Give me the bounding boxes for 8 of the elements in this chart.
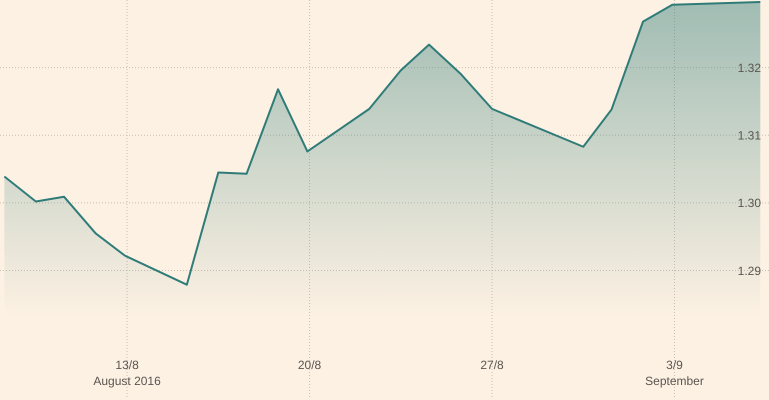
y-tick-label: 1.32 [738,60,762,75]
y-tick-label: 1.29 [738,264,762,278]
x-tick-label: 27/8 [480,358,504,372]
x-tick-label: 13/8 August 2016 [93,358,162,388]
y-tick-label: 1.31 [738,128,762,143]
y-tick-label: 1.30 [738,196,762,210]
x-tick-label: 3/9 September [645,358,704,388]
x-tick-label: 20/8 [298,358,322,372]
